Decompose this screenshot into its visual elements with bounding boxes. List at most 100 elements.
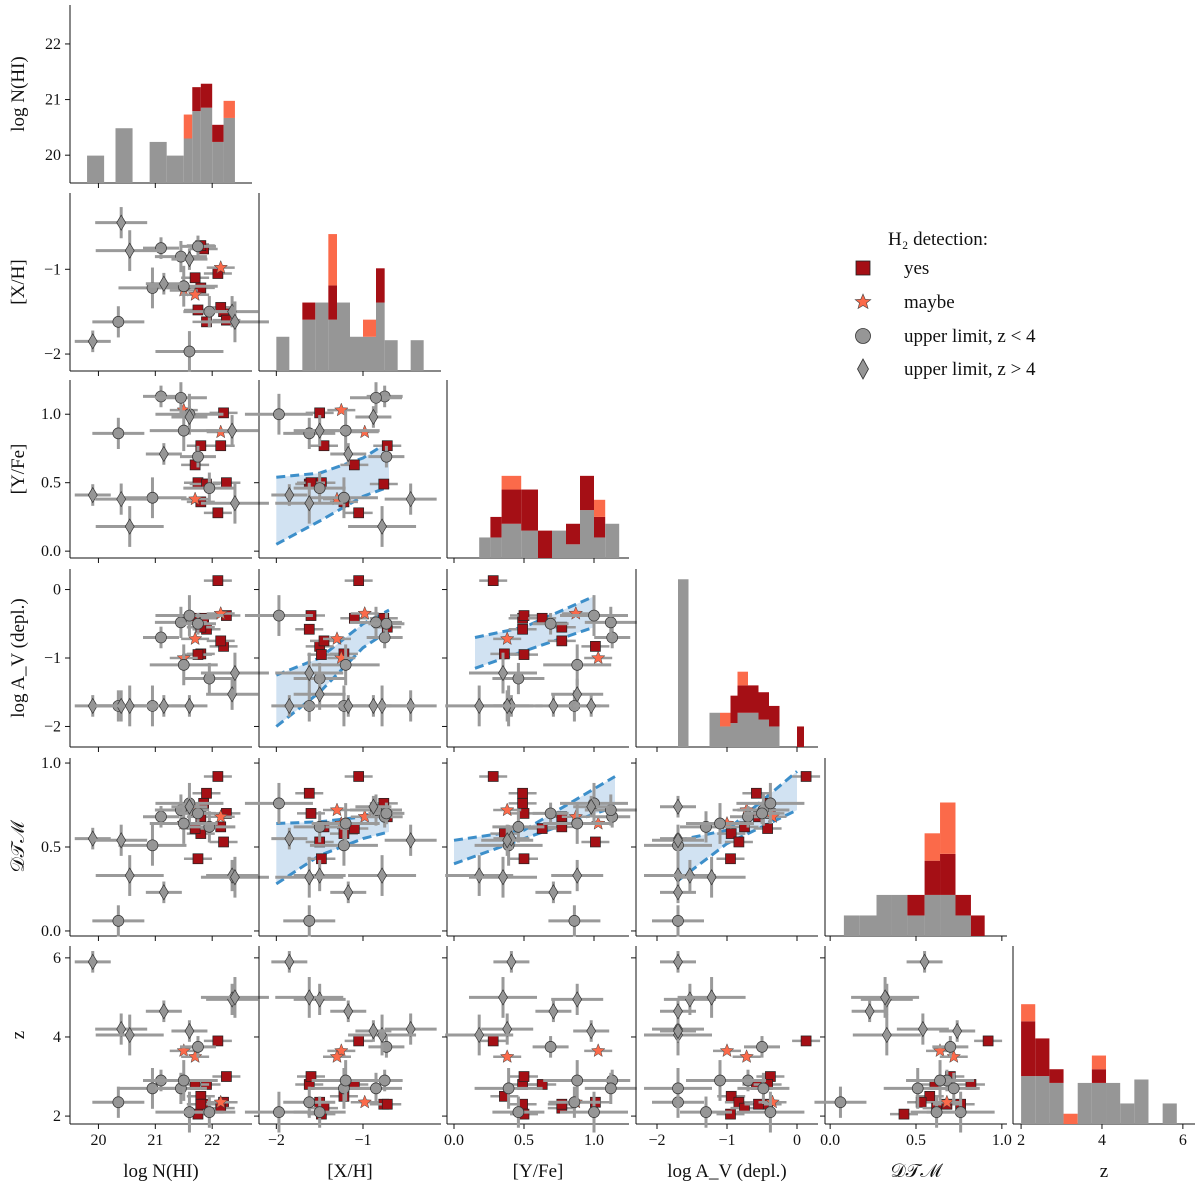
data-point-yes xyxy=(753,1098,764,1110)
band-edge-lo xyxy=(275,629,390,728)
hist-bar-gray xyxy=(769,726,780,747)
legend-marker-circle xyxy=(855,328,871,344)
data-point-yes xyxy=(212,507,224,519)
hist-bar-gray xyxy=(843,915,860,936)
data-point-yes xyxy=(201,787,212,799)
data-point-ulow xyxy=(177,658,190,671)
legend-marker-yes xyxy=(855,260,871,276)
x-axis-label: log N(HI) xyxy=(123,1161,198,1182)
data-point-ulow xyxy=(339,1074,352,1087)
data-point-uhigh xyxy=(548,1003,559,1020)
data-point-uhigh xyxy=(498,869,508,886)
data-point-uhigh xyxy=(405,1020,416,1038)
hist-bar-gray xyxy=(337,302,350,371)
y-axis-label: log A_V (depl.) xyxy=(8,598,29,717)
data-point-uhigh xyxy=(474,867,485,884)
data-point-uhigh xyxy=(230,869,240,886)
data-point-yes xyxy=(800,771,812,782)
x-tick-label: 0 xyxy=(793,1132,801,1149)
hist-bar-gray xyxy=(940,894,956,936)
data-point-ulow xyxy=(764,797,777,810)
data-point-yes xyxy=(215,440,227,452)
hist-bar-maybe xyxy=(501,475,522,490)
x-tick-label: −2 xyxy=(268,1132,285,1149)
data-point-uhigh xyxy=(502,832,513,849)
y-axis-label: z xyxy=(8,1031,29,1039)
hist-bar-yes xyxy=(970,915,985,936)
panel-dtm-vs-nhi: 0.0 0.5 1.0 𝒟𝒯ℳ xyxy=(8,755,269,941)
data-point-ulow xyxy=(175,391,187,404)
data-point-ulow xyxy=(203,482,216,495)
data-point-yes xyxy=(487,771,499,782)
data-point-yes xyxy=(353,507,365,519)
legend-entry-maybe: maybe xyxy=(854,292,955,313)
data-point-uhigh xyxy=(917,1020,928,1038)
hist-bar-yes xyxy=(200,83,213,108)
data-point-uhigh xyxy=(548,884,559,901)
data-point-uhigh xyxy=(498,664,508,682)
data-point-ulow xyxy=(146,491,159,504)
hist-bar-yes xyxy=(580,475,594,511)
x-tick-label: 4 xyxy=(1098,1132,1106,1149)
y-tick-label: −1 xyxy=(44,650,61,667)
data-point-ulow xyxy=(112,427,125,440)
data-point-yes xyxy=(378,478,390,490)
data-point-yes xyxy=(316,853,327,865)
data-point-yes xyxy=(725,853,736,865)
data-point-yes xyxy=(189,823,201,834)
data-point-yes xyxy=(982,1035,994,1047)
data-point-yes xyxy=(218,836,229,848)
data-point-ulow xyxy=(303,915,316,927)
hist-bar-gray xyxy=(678,579,689,747)
hist-bar-gray xyxy=(115,128,133,183)
band-edge-hi xyxy=(453,775,616,842)
hist-bar-gray xyxy=(709,712,720,747)
hist-bar-gray xyxy=(1162,1103,1177,1124)
hist-bar-yes xyxy=(758,692,769,720)
data-point-uhigh xyxy=(368,1022,379,1040)
data-point-ulow xyxy=(380,807,393,820)
data-point-maybe xyxy=(334,402,349,417)
hist-bar-yes xyxy=(907,894,925,916)
hist-bar-yes xyxy=(192,87,201,112)
hist-bar-yes xyxy=(748,685,759,713)
data-point-yes xyxy=(348,459,360,471)
data-point-ulow xyxy=(183,609,196,622)
data-point-yes xyxy=(590,836,601,848)
hist-bar-gray xyxy=(212,141,224,183)
data-point-yes xyxy=(381,1098,393,1110)
data-point-yes xyxy=(353,575,365,586)
data-point-maybe xyxy=(590,1043,606,1058)
data-point-ulow xyxy=(588,609,600,622)
legend-marker-diamond xyxy=(857,358,869,380)
hist-bar-yes xyxy=(1049,1069,1064,1083)
data-point-uhigh xyxy=(304,495,315,512)
data-point-ulow xyxy=(934,1074,946,1087)
data-point-uhigh xyxy=(343,445,354,463)
data-point-ulow xyxy=(568,915,581,927)
data-point-uhigh xyxy=(124,867,135,884)
data-point-yes xyxy=(800,1035,812,1047)
hist-bar-gray xyxy=(384,340,398,371)
hist-bar-gray xyxy=(737,712,748,747)
data-point-uhigh xyxy=(586,798,597,815)
data-point-ulow xyxy=(756,1041,768,1053)
data-point-maybe xyxy=(329,802,345,817)
data-point-yes xyxy=(725,828,737,839)
hist-bar-gray xyxy=(87,155,105,183)
data-point-yes xyxy=(517,797,528,809)
hist-bar-gray xyxy=(1134,1079,1149,1124)
hist-bar-gray xyxy=(200,107,213,183)
hist-bar-maybe xyxy=(328,234,337,286)
data-point-uhigh xyxy=(368,798,379,815)
data-point-uhigh xyxy=(184,697,195,715)
panel-dtm-vs-dtm xyxy=(824,758,1007,941)
hist-bar-gray xyxy=(223,117,235,183)
hist-bar-gray xyxy=(720,726,731,747)
data-point-uhigh xyxy=(474,697,485,715)
data-point-ulow xyxy=(177,817,190,830)
data-point-yes xyxy=(556,635,568,647)
data-point-ulow xyxy=(192,450,204,463)
data-point-uhigh xyxy=(158,275,169,292)
data-point-uhigh xyxy=(706,869,717,886)
